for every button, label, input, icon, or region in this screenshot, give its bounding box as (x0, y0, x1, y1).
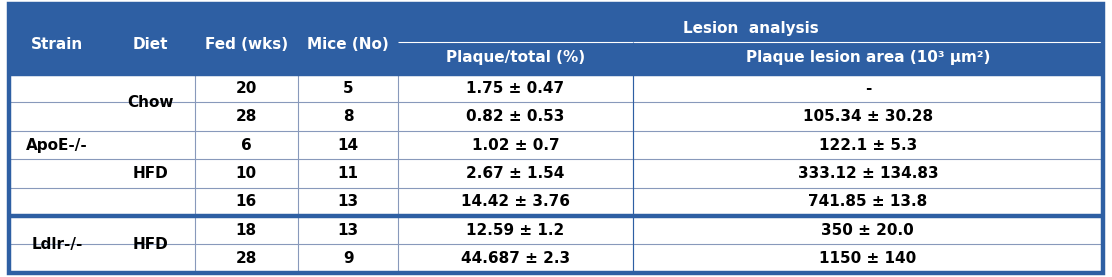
Text: 18: 18 (236, 223, 257, 238)
Bar (9, 15, 1103, 74)
Text: 12.59 ± 1.2: 12.59 ± 1.2 (466, 223, 565, 238)
Bar (9, 188, 1103, 216)
Text: 11: 11 (338, 166, 358, 181)
Text: 16: 16 (236, 194, 257, 209)
Text: 122.1 ± 5.3: 122.1 ± 5.3 (818, 137, 917, 153)
Text: 10: 10 (236, 166, 257, 181)
Text: 44.687 ± 2.3: 44.687 ± 2.3 (461, 251, 570, 266)
Text: 333.12 ± 134.83: 333.12 ± 134.83 (797, 166, 939, 181)
Text: 20: 20 (236, 81, 257, 96)
Bar (9, 216, 1103, 244)
Text: 741.85 ± 13.8: 741.85 ± 13.8 (808, 194, 927, 209)
Bar (9, 159, 1103, 188)
Bar (9, 102, 1103, 131)
Text: 0.82 ± 0.53: 0.82 ± 0.53 (466, 109, 565, 124)
Text: Ldlr-/-: Ldlr-/- (31, 237, 82, 252)
Text: 1150 ± 140: 1150 ± 140 (820, 251, 916, 266)
Text: 13: 13 (338, 223, 359, 238)
Text: 1.02 ± 0.7: 1.02 ± 0.7 (471, 137, 559, 153)
Text: Mice (No): Mice (No) (307, 37, 389, 52)
Text: 2.67 ± 1.54: 2.67 ± 1.54 (466, 166, 565, 181)
Text: 13: 13 (338, 194, 359, 209)
Bar (9, 244, 1103, 273)
Text: 9: 9 (342, 251, 354, 266)
Bar (9, 131, 1103, 159)
Text: 28: 28 (236, 251, 257, 266)
Text: 1.75 ± 0.47: 1.75 ± 0.47 (466, 81, 565, 96)
Text: 6: 6 (241, 137, 251, 153)
Text: HFD: HFD (132, 166, 168, 181)
Text: Chow: Chow (127, 95, 173, 110)
Text: 14.42 ± 3.76: 14.42 ± 3.76 (461, 194, 570, 209)
Text: 8: 8 (342, 109, 354, 124)
Text: 14: 14 (338, 137, 359, 153)
Text: -: - (865, 81, 871, 96)
Bar (9, 4, 1103, 15)
Text: 105.34 ± 30.28: 105.34 ± 30.28 (803, 109, 933, 124)
Text: 28: 28 (236, 109, 257, 124)
Text: ApoE-/-: ApoE-/- (27, 137, 88, 153)
Text: 5: 5 (342, 81, 354, 96)
Text: Plaque/total (%): Plaque/total (%) (446, 50, 585, 65)
Text: 350 ± 20.0: 350 ± 20.0 (822, 223, 914, 238)
Text: Fed (wks): Fed (wks) (205, 37, 288, 52)
Text: HFD: HFD (132, 237, 168, 252)
Text: Diet: Diet (132, 37, 168, 52)
Text: Strain: Strain (31, 37, 83, 52)
Bar (9, 74, 1103, 102)
Text: Lesion  analysis: Lesion analysis (683, 21, 818, 36)
Text: Plaque lesion area (10³ μm²): Plaque lesion area (10³ μm²) (746, 50, 990, 65)
